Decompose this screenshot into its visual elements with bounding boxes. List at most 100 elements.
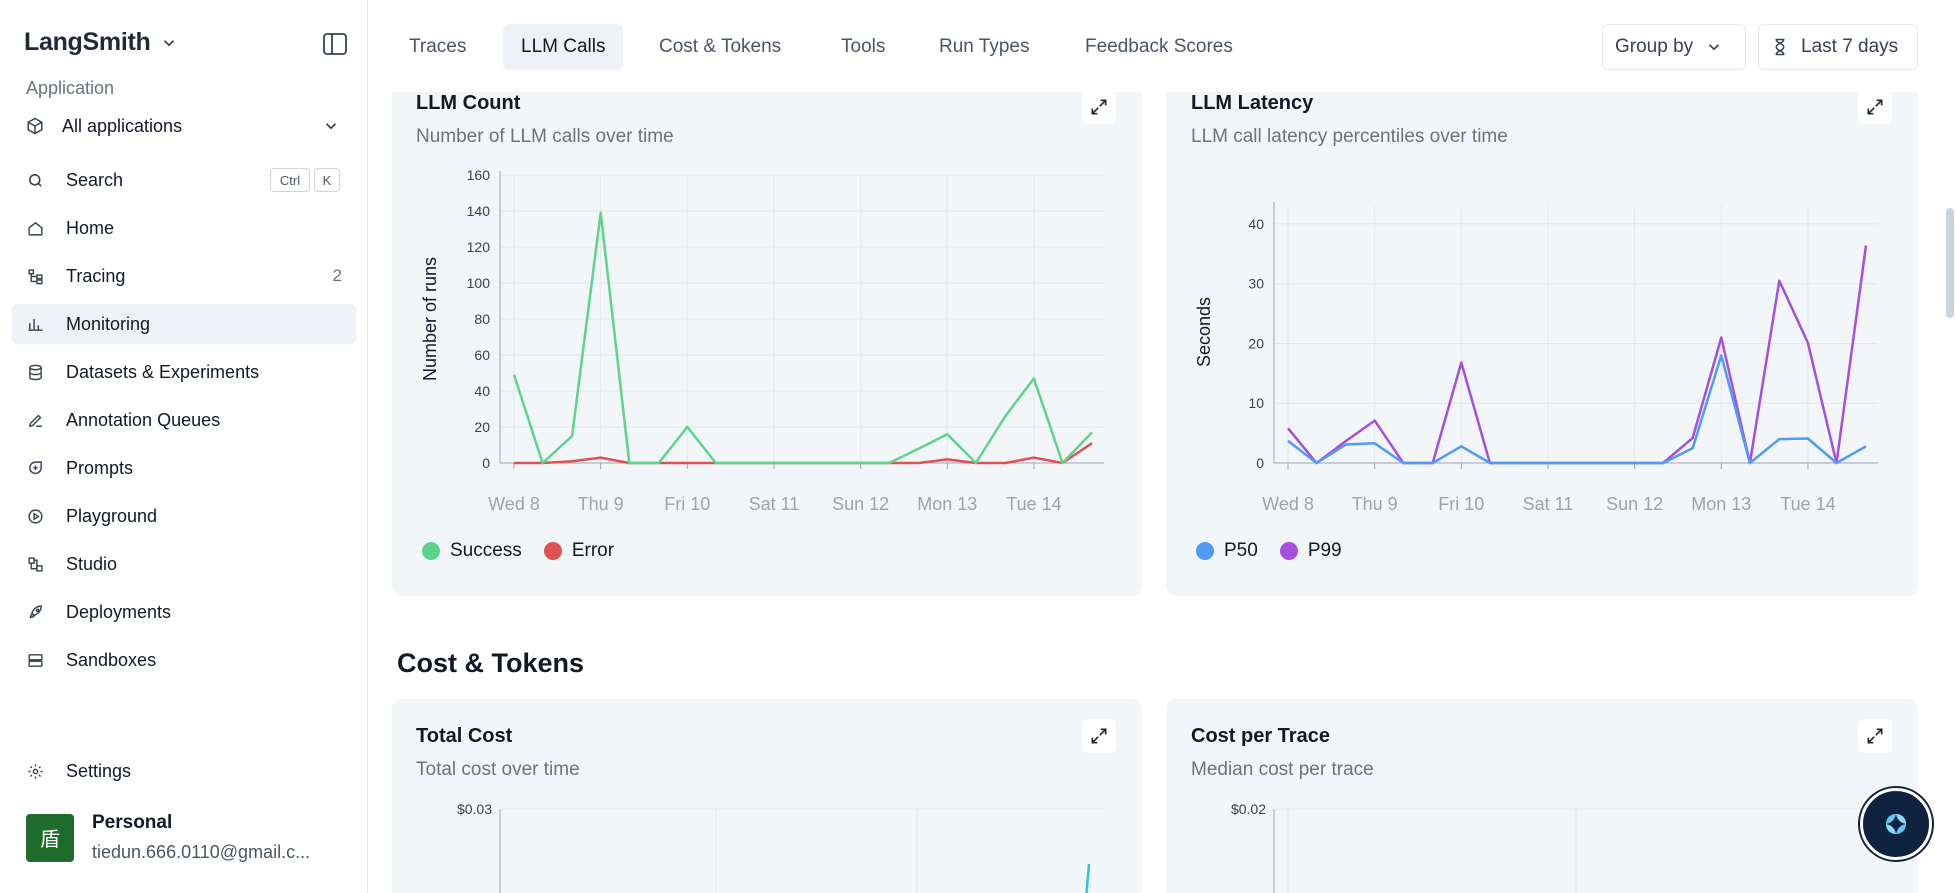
expand-icon [1091, 99, 1107, 115]
x-tick-label: Tue 14 [1006, 494, 1061, 514]
y-tick-label: $0.03 [457, 801, 492, 817]
sidebar-item-settings[interactable]: Settings [12, 751, 356, 791]
shortcut-key: Ctrl [270, 168, 310, 192]
application-select-value: All applications [62, 115, 183, 136]
sidebar-item-label: Studio [66, 553, 118, 574]
x-tick-label: Thu 9 [1352, 494, 1398, 514]
y-tick-label: 20 [1248, 335, 1264, 351]
y-axis-label: Number of runs [420, 257, 440, 381]
x-tick-label: Sun 12 [1606, 494, 1663, 514]
sidebar-item-datasets[interactable]: Datasets & Experiments [12, 352, 356, 392]
llm-count-card: LLM Count Number of LLM calls over time … [392, 60, 1142, 596]
sidebar-item-label: Home [66, 217, 115, 238]
sidebar-item-tracing[interactable]: Tracing 2 [12, 256, 356, 296]
y-tick-label: 0 [1256, 455, 1264, 471]
sidebar-item-label: Annotation Queues [66, 409, 221, 430]
x-tick-label: Thu 9 [578, 494, 624, 514]
sidebar-item-label: Settings [66, 760, 132, 781]
sidebar-item-playground[interactable]: Playground [12, 496, 356, 536]
time-range-label: Last 7 days [1801, 36, 1899, 57]
expand-button[interactable] [1858, 719, 1892, 753]
help-chat-button[interactable] [1860, 788, 1932, 860]
x-tick-label: Fri 10 [1438, 494, 1484, 514]
series-line-success [512, 211, 1093, 465]
pen-icon [26, 411, 44, 429]
chart-legend: P50 P99 [1196, 540, 1342, 562]
x-tick-label: Sun 12 [832, 494, 889, 514]
sidebar-item-monitoring[interactable]: Monitoring [12, 304, 356, 344]
expand-button[interactable] [1082, 90, 1116, 124]
sidebar-item-prompts[interactable]: Prompts [12, 448, 356, 488]
x-tick-label: Tue 14 [1780, 494, 1835, 514]
legend-label: Error [571, 540, 615, 561]
card-subtitle: Total cost over time [416, 759, 580, 780]
cost-series-line [1085, 863, 1091, 893]
cost-per-trace-card: Cost per Trace Median cost per trace $0.… [1166, 699, 1918, 893]
chevron-down-icon [1709, 44, 1720, 51]
group-by-label: Group by [1615, 36, 1694, 57]
legend-swatch-p50 [1196, 542, 1214, 560]
bar-chart-icon [26, 315, 44, 333]
y-tick-label: 60 [474, 347, 490, 363]
tab-tools[interactable]: Tools [841, 36, 886, 57]
tab-run-types[interactable]: Run Types [939, 36, 1030, 57]
tab-feedback-scores[interactable]: Feedback Scores [1085, 36, 1233, 57]
cost-per-trace-chart: $0.02 [1231, 801, 1878, 893]
y-tick-label: 40 [474, 383, 490, 399]
user-profile[interactable]: 盾 Personal tiedun.666.0110@gmail.c... [26, 812, 310, 863]
gear-icon [26, 762, 44, 780]
chevron-down-icon [325, 123, 337, 130]
card-title: LLM Count [416, 92, 521, 114]
sidebar-item-label: Prompts [66, 457, 134, 478]
sidebar-item-deployments[interactable]: Deployments [12, 592, 356, 632]
expand-button[interactable] [1858, 90, 1892, 124]
sidebar-item-sandboxes[interactable]: Sandboxes [12, 640, 356, 680]
scrollbar[interactable] [1946, 208, 1954, 318]
sidebar-item-label: Tracing [66, 265, 126, 286]
sidebar-item-annotation-queues[interactable]: Annotation Queues [12, 400, 356, 440]
shortcut-key: K [314, 168, 340, 192]
sidebar-item-search[interactable]: Search Ctrl K [12, 160, 356, 200]
application-select[interactable]: All applications [12, 108, 352, 144]
sidebar-item-home[interactable]: Home [12, 208, 356, 248]
y-tick-label: 10 [1248, 395, 1264, 411]
section-heading-cost-tokens: Cost & Tokens [397, 648, 585, 678]
y-tick-label: 140 [467, 203, 491, 219]
tab-cost-tokens[interactable]: Cost & Tokens [659, 36, 782, 57]
expand-button[interactable] [1082, 719, 1116, 753]
studio-icon [26, 555, 44, 573]
home-icon [26, 219, 44, 237]
sidebar-item-label: Playground [66, 505, 158, 526]
tracing-icon [26, 267, 44, 285]
sidebar-item-label: Monitoring [66, 313, 151, 334]
card-title: Total Cost [416, 725, 513, 747]
play-icon [26, 507, 44, 525]
tab-llm-calls[interactable]: LLM Calls [503, 24, 624, 70]
user-name: Personal [92, 812, 173, 833]
llm-latency-card: LLM Latency LLM call latency percentiles… [1166, 60, 1918, 596]
sidebar: LangSmith Application All applications S… [0, 0, 368, 893]
legend-label: Success [450, 540, 522, 561]
y-tick-label: 100 [467, 275, 491, 291]
time-range-button[interactable]: Last 7 days [1758, 24, 1918, 70]
llm-count-chart: 0 20 40 60 80 100 120 140 160 Wed 8 Thu 9 Fri 10 Sat… [420, 167, 1104, 514]
brand-name: LangSmith [24, 28, 151, 56]
logo-icon [1886, 814, 1906, 834]
y-tick-label: 80 [474, 311, 490, 327]
legend-swatch-p99 [1279, 542, 1298, 560]
sidebar-toggle-icon[interactable] [322, 32, 348, 56]
rocket-icon [26, 603, 44, 621]
tab-traces[interactable]: Traces [409, 36, 467, 57]
chevron-down-icon [164, 39, 175, 46]
sidebar-item-studio[interactable]: Studio [12, 544, 356, 584]
workspace-switcher[interactable]: LangSmith [24, 28, 178, 57]
prompt-icon [26, 459, 44, 477]
y-axis-label: Seconds [1194, 297, 1214, 367]
group-by-button[interactable]: Group by [1602, 24, 1746, 70]
legend-swatch-success [422, 542, 440, 560]
x-tick-label: Mon 13 [1691, 494, 1751, 514]
chart-legend: Success Error [422, 540, 614, 562]
expand-icon [1091, 728, 1107, 744]
hourglass-icon [1775, 38, 1785, 56]
